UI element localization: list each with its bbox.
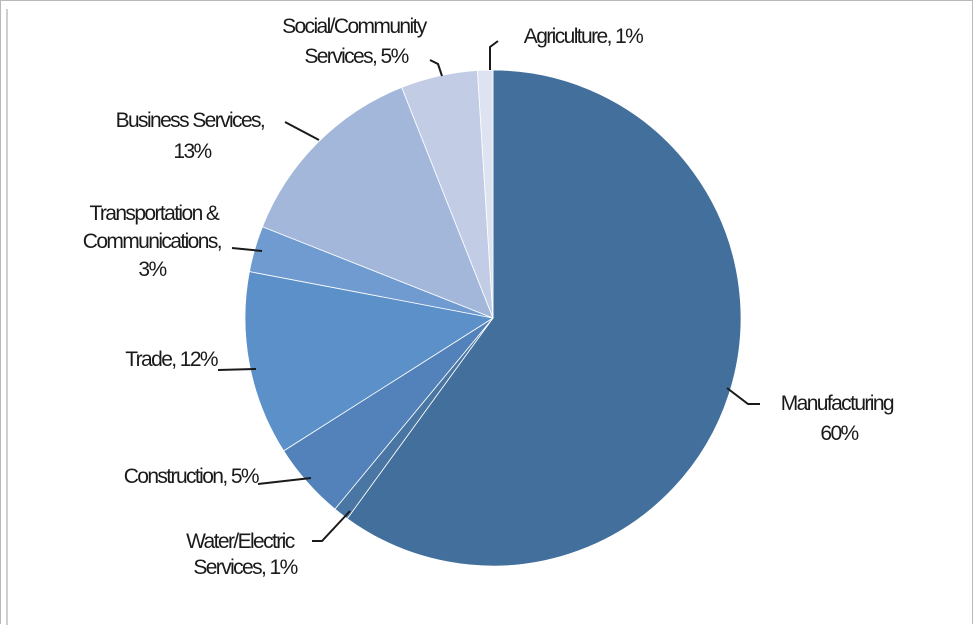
leader-line-construction (257, 477, 312, 485)
label-construction: Construction, 5% (124, 465, 259, 488)
leader-line-transportation (231, 247, 263, 252)
pie-slice-manufacturing (346, 69, 742, 567)
label-water-electric: Water/Electric Services, 1% (186, 530, 298, 579)
label-agriculture: Agriculture, 1% (524, 25, 643, 48)
leader-lines (217, 40, 760, 542)
label-trade: Trade, 12% (125, 348, 218, 371)
frame-divider (6, 9, 8, 625)
slice-labels: Manufacturing 60% Water/Electric Service… (83, 15, 898, 579)
pie-slice-business-services (261, 86, 494, 319)
pie-slices (244, 69, 742, 567)
leader-line-water-electric (312, 510, 351, 542)
leader-line-agriculture (489, 40, 499, 70)
leader-line-business-services (284, 121, 320, 141)
leader-line-manufacturing (726, 387, 760, 405)
leader-line-social-community (429, 59, 443, 77)
pie-slice-agriculture (477, 69, 494, 319)
label-transportation: Transportation & Communications, 3% (83, 202, 225, 281)
pie-slice-trade (244, 271, 495, 452)
leader-line-trade (217, 368, 257, 371)
label-business-services: Business Services, 13% (116, 109, 269, 163)
label-social-community: Social/Community Services, 5% (282, 15, 430, 68)
label-manufacturing: Manufacturing 60% (781, 392, 898, 445)
